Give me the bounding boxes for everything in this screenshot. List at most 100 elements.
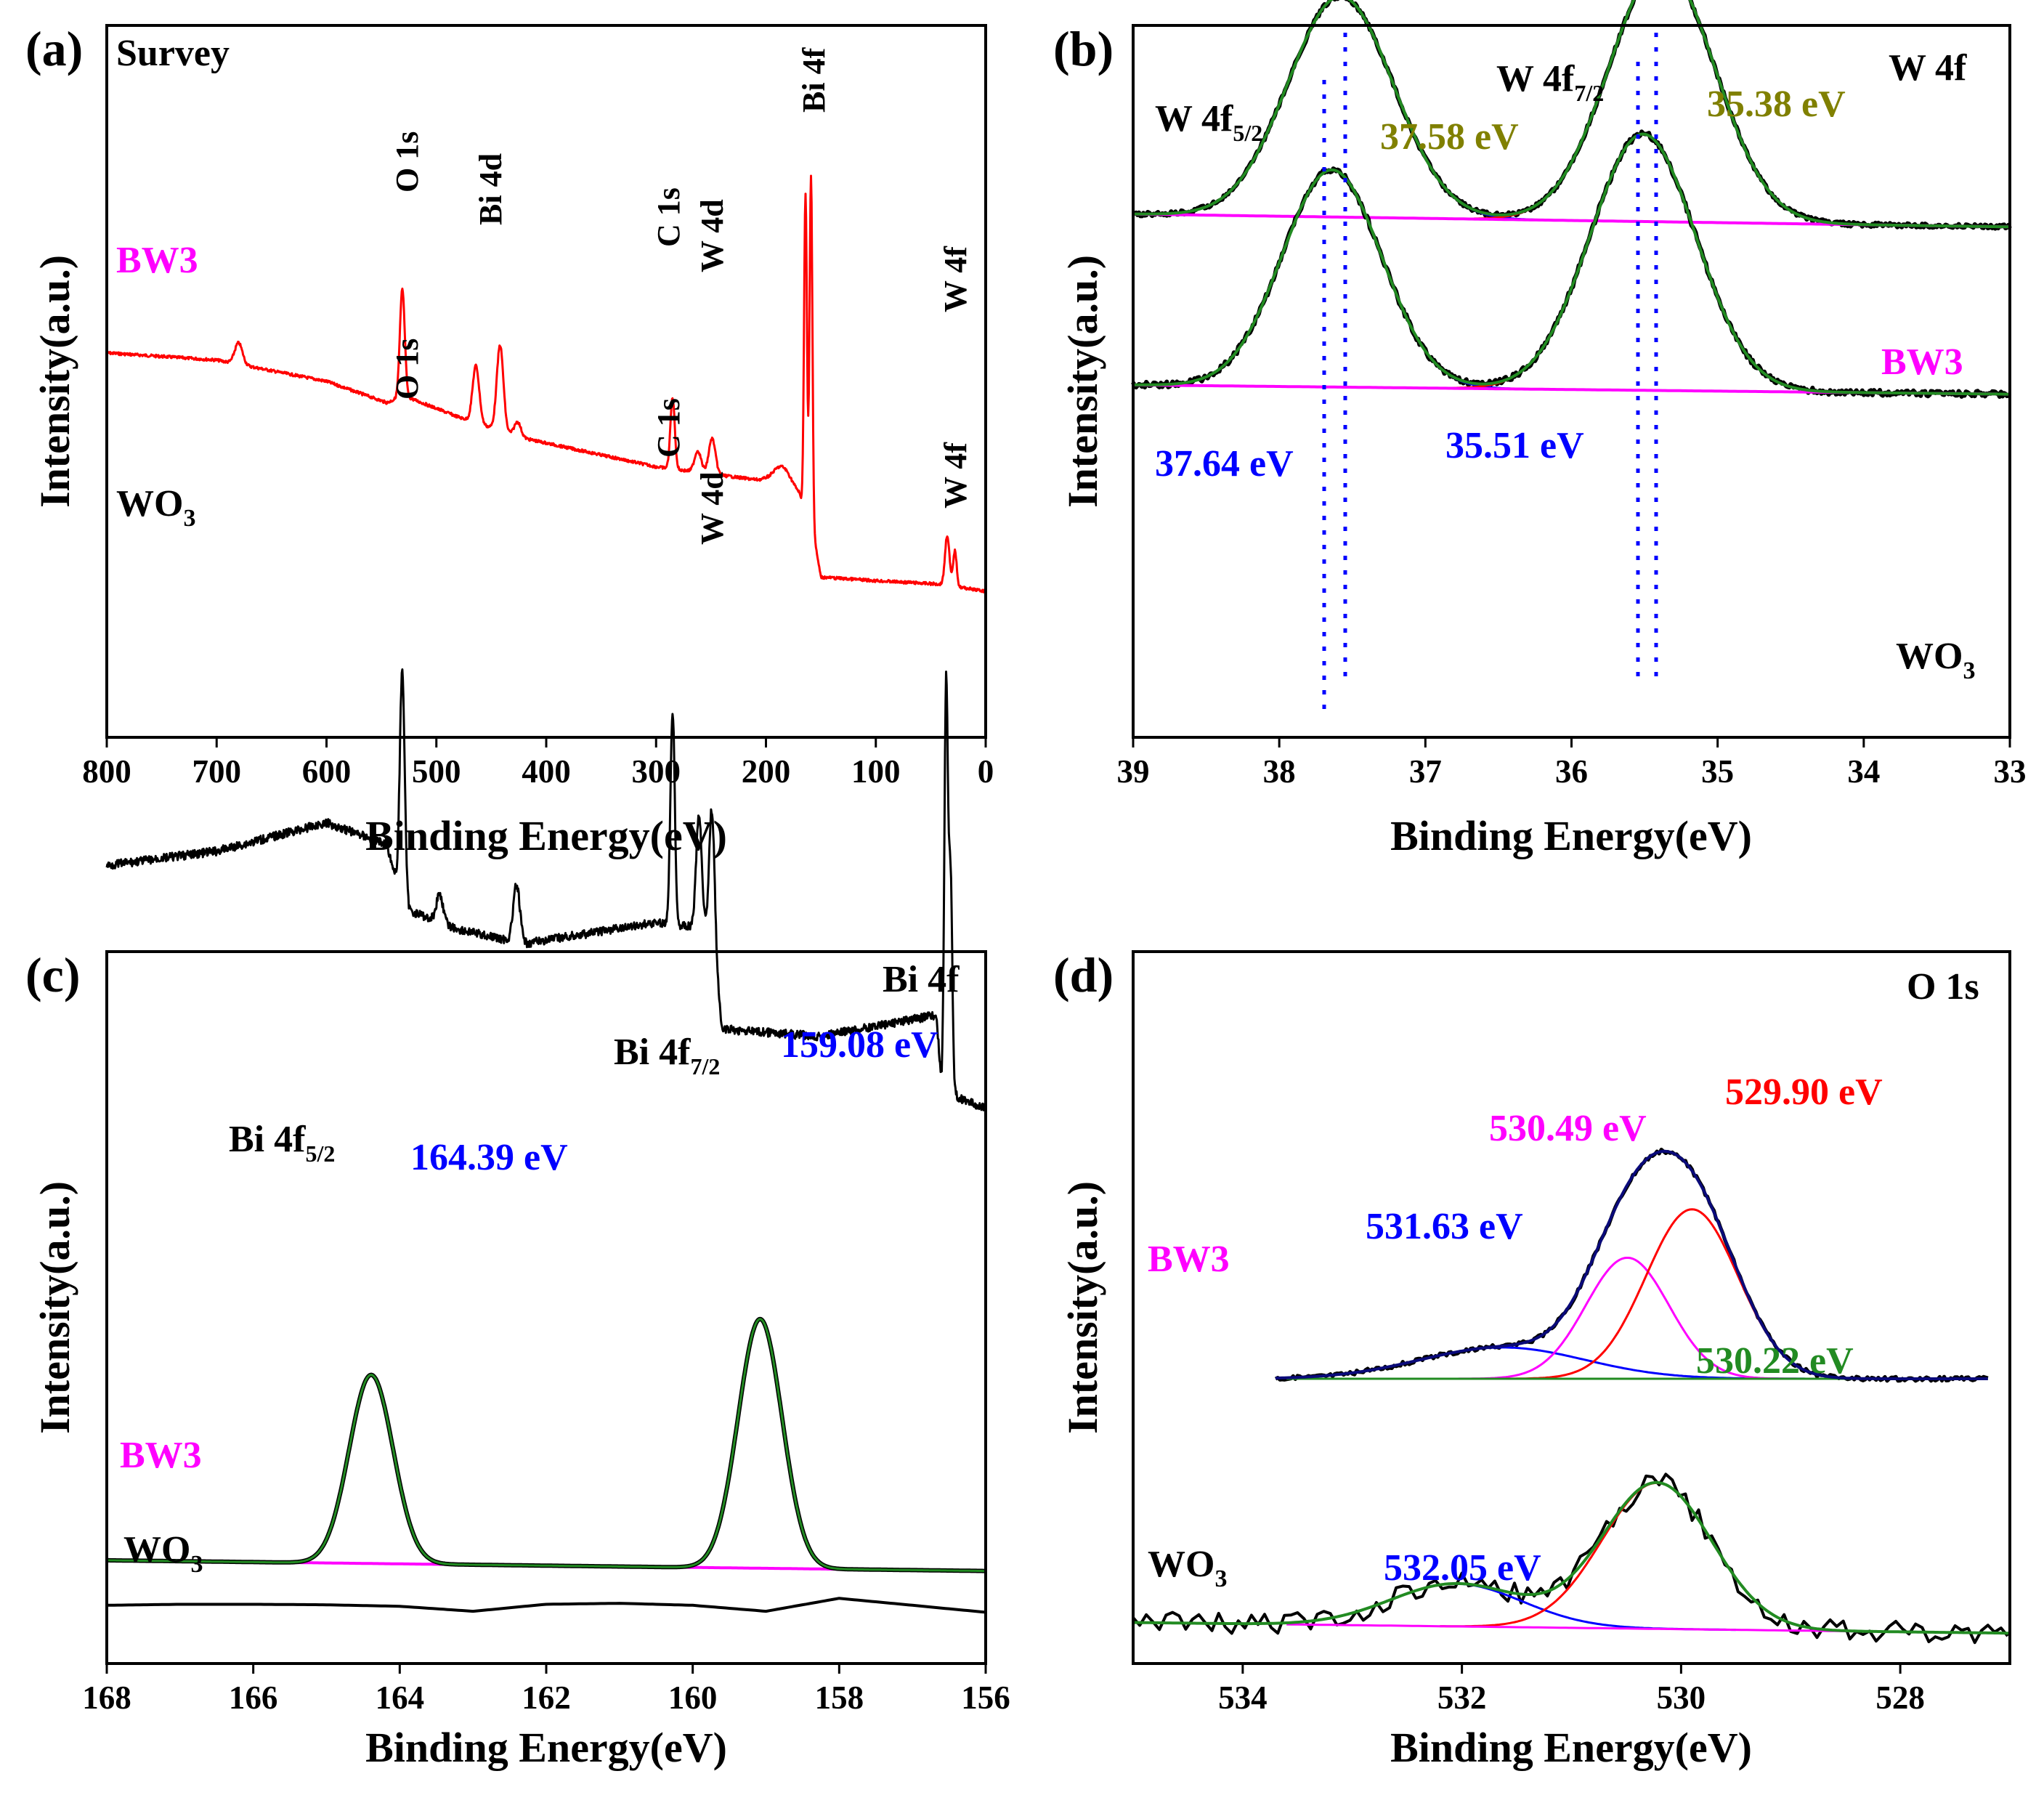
panel-c-frame — [105, 950, 987, 1665]
w4f-wo3-envelope — [1133, 132, 2010, 396]
panel-d-ylabel: Intensity(a.u.) — [1059, 1181, 1106, 1434]
panel-d-x-ticks: 534 532 530 528 — [1218, 1664, 1925, 1716]
x-tick-label: 38 — [1263, 753, 1296, 790]
panel-a-title: Survey — [116, 33, 230, 74]
w4f-wo3-raw — [1131, 129, 2012, 399]
x-tick-label: 156 — [961, 1679, 1010, 1716]
x-tick-label: 160 — [668, 1679, 718, 1716]
panel-a-ylabel: Intensity(a.u.) — [31, 255, 78, 508]
panel-b-letter: (b) — [1053, 21, 1114, 76]
o1s-wo3-raw — [1132, 1472, 2009, 1645]
panel-b-x-ticks: 39 38 37 36 35 34 33 — [1117, 737, 2027, 790]
x-tick-label: 34 — [1847, 753, 1880, 790]
panel-d-lbl-530-49: 530.49 eV — [1489, 1108, 1647, 1149]
panel-c: (c) Bi 4f 168 166 164 162 160 158 156 Binding … — [25, 947, 1010, 1771]
panel-b-bw3-label: BW3 — [1881, 341, 1963, 383]
x-tick-label: 37 — [1409, 753, 1442, 790]
panel-c-bw3-label: BW3 — [120, 1435, 202, 1476]
panel-b-title: W 4f — [1889, 47, 1967, 89]
panel-a-ann-c1s-wo3: C 1s — [651, 398, 686, 458]
x-tick-label: 528 — [1875, 1679, 1925, 1716]
x-tick-label: 33 — [1994, 753, 2027, 790]
w4f-bw3-raw — [1132, 0, 2012, 231]
x-tick-label: 500 — [412, 753, 461, 790]
panel-a-ann-w4f-wo3: W 4f — [938, 442, 973, 508]
panel-d-lbl-531-63: 531.63 eV — [1366, 1206, 1523, 1247]
x-tick-label: 168 — [82, 1679, 131, 1716]
x-tick-label: 700 — [192, 753, 242, 790]
panel-b-lbl-37-64: 37.64 eV — [1155, 443, 1294, 485]
x-tick-label: 35 — [1701, 753, 1734, 790]
o1s-bw3-envelope — [1276, 1149, 1988, 1380]
o1s-bw3-raw — [1274, 1147, 1989, 1383]
panel-b-ann-w4f72: W 4f7/2 — [1496, 58, 1604, 106]
panel-a-x-ticks: 800 700 600 500 400 300 200 100 0 — [82, 737, 994, 790]
panel-a-ann-o1s-bw3: O 1s — [389, 131, 425, 193]
panel-c-lbl-164-39: 164.39 eV — [410, 1137, 568, 1178]
x-tick-label: 800 — [82, 753, 131, 790]
panel-c-lines — [105, 1316, 987, 1614]
panel-d-letter: (d) — [1053, 947, 1114, 1002]
panel-a-ann-bi4d: Bi 4d — [473, 153, 508, 225]
panel-d-wo3-label: WO3 — [1148, 1544, 1227, 1592]
x-tick-label: 200 — [742, 753, 791, 790]
panel-a-ann-c1s-bw3: C 1s — [651, 187, 686, 247]
x-tick-label: 534 — [1218, 1679, 1268, 1716]
panel-a-wo3-label: WO3 — [116, 483, 195, 532]
x-tick-label: 530 — [1657, 1679, 1706, 1716]
panel-d: (d) O 1s 534 532 530 528 Binding Energy(eV)… — [1053, 947, 2011, 1771]
panel-b-wo3-label: WO3 — [1896, 636, 1975, 684]
panel-a-frame — [105, 24, 987, 739]
panel-c-ann-bi4f52: Bi 4f5/2 — [229, 1119, 335, 1167]
panel-c-title: Bi 4f — [883, 959, 960, 1000]
panel-d-title: O 1s — [1907, 966, 1979, 1008]
w4f-bw3-envelope — [1133, 0, 2010, 229]
panel-c-ann-bi4f72: Bi 4f7/2 — [614, 1032, 720, 1079]
panel-b-xlabel: Binding Energy(eV) — [1390, 812, 1752, 859]
o1s-bw3-fit-530-49 — [1451, 1257, 1813, 1380]
panel-a-ann-w4f-bw3: W 4f — [938, 246, 973, 312]
panel-b-lbl-37-58: 37.58 eV — [1380, 116, 1519, 158]
survey-line-wo3 — [105, 668, 987, 1111]
x-tick-label: 158 — [815, 1679, 864, 1716]
panel-d-lbl-530-22: 530.22 eV — [1696, 1340, 1854, 1382]
panel-b-lbl-35-51: 35.51 eV — [1445, 425, 1584, 466]
panel-a: (a) Survey 800 700 600 500 400 300 200 100 0 Bin… — [25, 21, 994, 1111]
panel-d-lines — [1132, 1147, 2010, 1645]
panel-a-letter: (a) — [25, 21, 83, 76]
panel-c-lbl-159-08: 159.08 eV — [781, 1024, 938, 1066]
w4f-wo3-fit-52 — [1133, 169, 1543, 391]
x-tick-label: 600 — [302, 753, 352, 790]
panel-b-ylabel: Intensity(a.u.) — [1059, 255, 1106, 508]
panel-a-ann-w4d-wo3: W 4d — [694, 471, 730, 545]
x-tick-label: 166 — [229, 1679, 278, 1716]
panel-d-lbl-532-05: 532.05 eV — [1384, 1547, 1541, 1589]
x-tick-label: 164 — [376, 1679, 425, 1716]
survey-line-bw3 — [106, 174, 987, 593]
panel-b-frame — [1132, 24, 2011, 739]
x-tick-label: 162 — [522, 1679, 571, 1716]
x-tick-label: 0 — [978, 753, 994, 790]
panel-b: (b) W 4f 39 38 37 36 35 34 33 Binding Energy(e… — [1053, 0, 2027, 859]
panel-c-letter: (c) — [25, 947, 80, 1002]
x-tick-label: 400 — [522, 753, 571, 790]
panel-a-ann-o1s-wo3: O 1s — [389, 339, 425, 400]
bi4f-bw3-raw — [105, 1316, 987, 1573]
x-tick-label: 36 — [1555, 753, 1588, 790]
panel-b-ann-w4f52: W 4f5/2 — [1155, 98, 1262, 146]
panel-c-x-ticks: 168 166 164 162 160 158 156 — [82, 1664, 1010, 1716]
panel-a-lines — [105, 174, 987, 1111]
panel-c-wo3-label: WO3 — [123, 1529, 203, 1578]
bi4f-bw3-envelope — [106, 1318, 986, 1573]
panel-d-bw3-label: BW3 — [1148, 1239, 1230, 1280]
bi4f-wo3-line — [107, 1597, 986, 1614]
panel-c-xlabel: Binding Energy(eV) — [365, 1724, 727, 1771]
x-tick-label: 39 — [1117, 753, 1150, 790]
panel-b-lines — [1131, 0, 2012, 399]
panel-a-ann-bi4f: Bi 4f — [796, 46, 832, 113]
panel-a-bw3-label: BW3 — [116, 240, 198, 281]
panel-b-lbl-35-38: 35.38 eV — [1707, 84, 1846, 125]
panel-d-xlabel: Binding Energy(eV) — [1390, 1724, 1752, 1771]
panel-c-ylabel: Intensity(a.u.) — [31, 1181, 78, 1434]
panel-d-lbl-529-90: 529.90 eV — [1725, 1071, 1883, 1113]
